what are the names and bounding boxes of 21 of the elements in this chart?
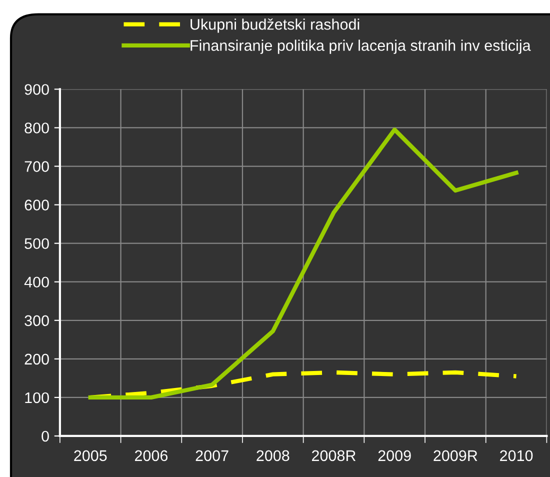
y-tick-label: 700 <box>24 161 49 172</box>
x-tick-label: 2009 <box>378 450 411 462</box>
x-tick-label: 2008 <box>256 450 290 462</box>
y-tick-label: 100 <box>25 392 49 404</box>
x-tick-label: 2010 <box>500 450 533 462</box>
x-tick-label: 2007 <box>196 450 228 462</box>
x-tick-label: 2008R <box>312 450 356 462</box>
y-tick-label: 900 <box>24 84 49 95</box>
y-tick-label: 200 <box>24 354 49 365</box>
x-tick-label: 2005 <box>74 450 107 462</box>
x-tick-label: 2006 <box>134 450 168 462</box>
y-tick-label: 0 <box>42 430 49 442</box>
line-series <box>88 128 518 400</box>
y-tick-label: 500 <box>24 238 49 250</box>
y-tick-label: 400 <box>24 276 49 288</box>
legend-label: Ukupni budžetski rashodi <box>190 18 360 33</box>
y-tick-label: 800 <box>24 122 49 134</box>
y-tick-label: 300 <box>24 315 49 326</box>
x-tick-label: 2009R <box>434 450 478 462</box>
y-tick-label: 600 <box>24 200 49 210</box>
legend-label: Finansiranje politika priv lacenja stranih inv esticija <box>190 40 531 54</box>
